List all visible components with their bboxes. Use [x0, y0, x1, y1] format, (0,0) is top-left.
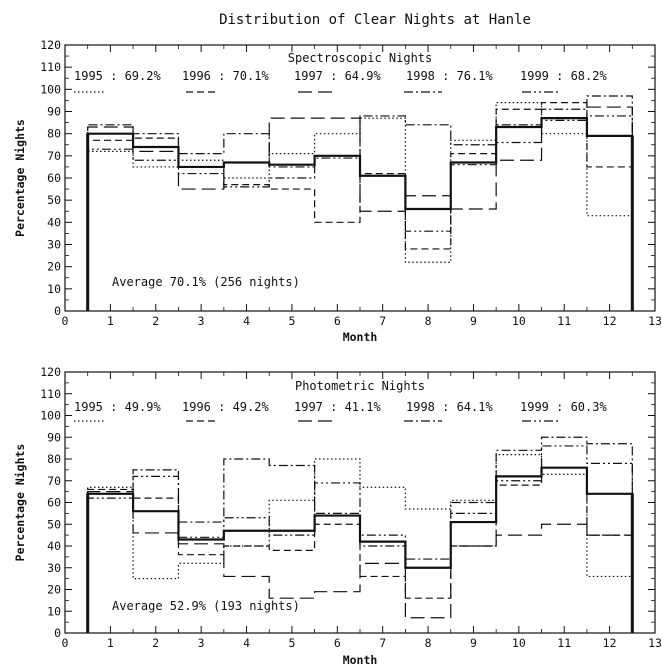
- x-axis-label: Month: [343, 330, 378, 344]
- legend-entry-1999: 1999 : 68.2%: [520, 69, 607, 83]
- x-tick-label: 10: [512, 636, 526, 650]
- y-tick-label: 90: [47, 105, 61, 119]
- x-tick-label: 3: [198, 636, 205, 650]
- x-tick-label: 2: [152, 314, 159, 328]
- y-tick-label: 0: [54, 626, 61, 640]
- x-tick-label: 10: [512, 314, 526, 328]
- legend-entry-1996: 1996 : 70.1%: [182, 69, 269, 83]
- y-tick-label: 80: [47, 127, 61, 141]
- series-average-line: [86, 117, 634, 311]
- legend-entry-1999: 1999 : 60.3%: [520, 400, 607, 414]
- y-tick-label: 120: [40, 365, 61, 379]
- x-tick-label: 13: [648, 636, 662, 650]
- y-tick-label: 0: [54, 304, 61, 318]
- x-tick-label: 1: [107, 314, 114, 328]
- photometric-panel: 0 1 2 3 4 5 6 7 8 9 10 11 12 130102030405060708090100…: [13, 365, 662, 667]
- x-tick-label: 0: [62, 314, 69, 328]
- x-tick-label: 2: [152, 636, 159, 650]
- average-annotation: Average 52.9% (193 nights): [112, 599, 300, 613]
- y-tick-label: 50: [47, 193, 61, 207]
- legend-entry-1997: 1997 : 41.1%: [294, 400, 381, 414]
- y-tick-label: 10: [47, 604, 61, 618]
- x-tick-label: 4: [243, 314, 250, 328]
- x-tick-label: 6: [334, 314, 341, 328]
- series-1998-line: [87, 95, 633, 311]
- x-tick-label: 5: [288, 314, 295, 328]
- y-tick-label: 30: [47, 238, 61, 252]
- x-tick-label: 11: [557, 314, 571, 328]
- y-tick-label: 70: [47, 474, 61, 488]
- x-tick-label: 7: [379, 314, 386, 328]
- x-tick-label: 9: [470, 314, 477, 328]
- legend-entry-1997: 1997 : 64.9%: [294, 69, 381, 83]
- x-tick-label: 3: [198, 314, 205, 328]
- legend-entry-1998: 1998 : 76.1%: [406, 69, 493, 83]
- spectroscopic-panel: 0 1 2 3 4 5 6 7 8 9 10 11 12 130102030405060708090100…: [13, 38, 662, 344]
- y-tick-label: 110: [40, 60, 61, 74]
- panel-title: Photometric Nights: [295, 379, 425, 393]
- y-tick-label: 90: [47, 430, 61, 444]
- legend-entry-1995: 1995 : 69.2%: [74, 69, 161, 83]
- y-tick-label: 20: [47, 583, 61, 597]
- y-tick-label: 40: [47, 539, 61, 553]
- x-tick-label: 12: [603, 314, 617, 328]
- y-tick-label: 50: [47, 517, 61, 531]
- x-tick-label: 0: [62, 636, 69, 650]
- legend-entry-1996: 1996 : 49.2%: [182, 400, 269, 414]
- x-tick-label: 8: [425, 636, 432, 650]
- figure-title: Distribution of Clear Nights at Hanle: [219, 12, 531, 28]
- y-axis-label: Percentage Nights: [13, 119, 27, 237]
- x-tick-label: 11: [557, 636, 571, 650]
- y-tick-label: 110: [40, 387, 61, 401]
- x-tick-label: 13: [648, 314, 662, 328]
- legend-entry-1995: 1995 : 49.9%: [74, 400, 161, 414]
- panel-title: Spectroscopic Nights: [288, 51, 433, 65]
- y-tick-label: 70: [47, 149, 61, 163]
- y-tick-label: 60: [47, 496, 61, 510]
- x-tick-label: 12: [603, 636, 617, 650]
- x-tick-label: 1: [107, 636, 114, 650]
- y-tick-label: 80: [47, 452, 61, 466]
- y-axis-label: Percentage Nights: [13, 444, 27, 562]
- series-1997-line: [87, 491, 633, 633]
- y-tick-label: 40: [47, 215, 61, 229]
- x-axis-label: Month: [343, 653, 378, 667]
- x-tick-label: 4: [243, 636, 250, 650]
- x-tick-label: 8: [425, 314, 432, 328]
- series-average-line: [86, 466, 634, 633]
- y-tick-label: 60: [47, 171, 61, 185]
- x-tick-label: 5: [288, 636, 295, 650]
- legend-entry-1998: 1998 : 64.1%: [406, 400, 493, 414]
- y-tick-label: 10: [47, 282, 61, 296]
- y-tick-label: 100: [40, 409, 61, 423]
- y-tick-label: 120: [40, 38, 61, 52]
- y-tick-label: 30: [47, 561, 61, 575]
- y-tick-label: 20: [47, 260, 61, 274]
- x-tick-label: 7: [379, 636, 386, 650]
- x-tick-label: 6: [334, 636, 341, 650]
- x-tick-label: 9: [470, 636, 477, 650]
- y-tick-label: 100: [40, 82, 61, 96]
- average-annotation: Average 70.1% (256 nights): [112, 275, 300, 289]
